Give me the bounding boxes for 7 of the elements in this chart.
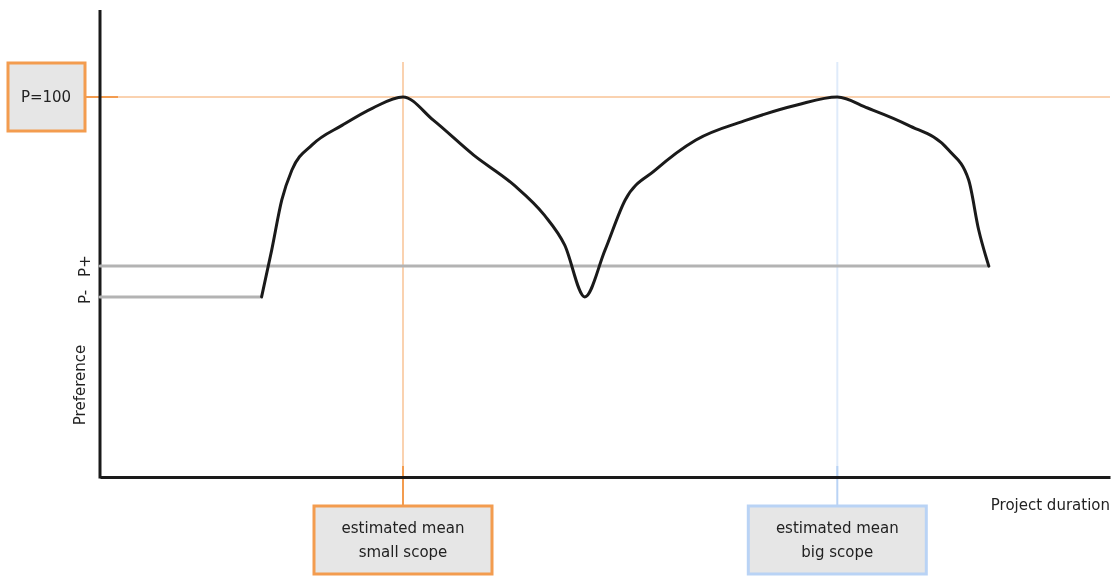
text: P+ [76,255,94,277]
text: P- [76,289,94,304]
text: estimated mean small scope [341,519,465,561]
y-axis-title: Preference [71,344,89,426]
ref-line-label: P=100 [20,88,72,106]
x-axis-title: Project duration [990,496,1110,514]
text: estimated mean big scope [775,519,899,561]
